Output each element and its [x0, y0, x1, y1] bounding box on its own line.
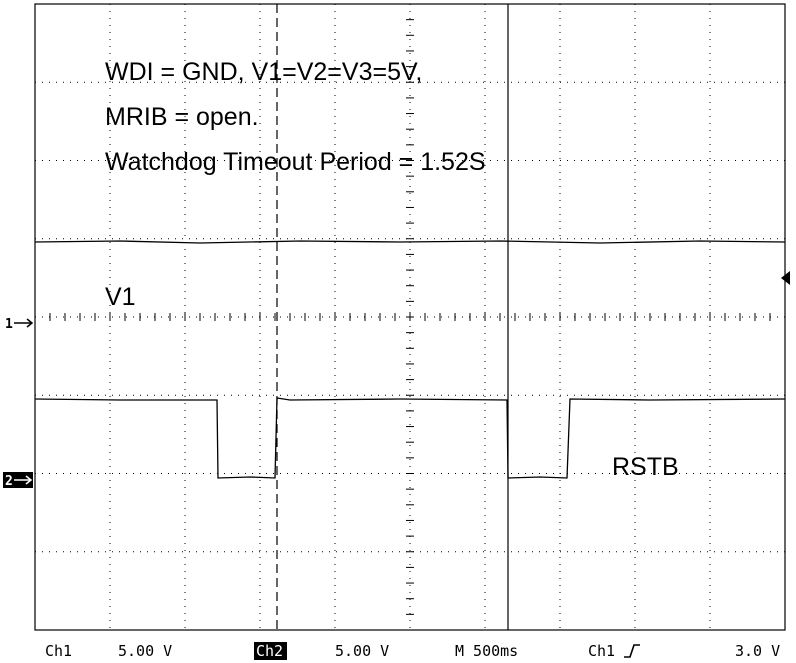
ch1-arrow	[14, 318, 34, 328]
trigger-slope-icon	[624, 644, 640, 658]
annotation-line: WDI = GND, V1=V2=V3=5V,	[105, 58, 422, 86]
rstb-trace	[34, 397, 786, 479]
trace-label: RSTB	[612, 453, 679, 481]
status-ch2-bg	[254, 642, 287, 660]
status-ch2: Ch2	[256, 642, 283, 660]
status-timebase: M 500ms	[455, 642, 518, 660]
v1-trace	[34, 240, 786, 244]
graticule	[34, 3, 786, 631]
status-trigger-source: Ch1	[588, 642, 615, 660]
status-ch1-scale: 5.00 V	[118, 642, 172, 660]
trace-label: V1	[105, 283, 136, 311]
ch1-marker: 1	[5, 317, 13, 332]
trigger-level-arrow	[781, 271, 790, 285]
annotation-line: Watchdog Timeout Period = 1.52S	[105, 148, 486, 176]
graticule-border	[34, 3, 786, 631]
status-trigger-level: 3.0 V	[735, 642, 780, 660]
ch2-arrow	[14, 475, 33, 485]
status-ch2-scale: 5.00 V	[335, 642, 389, 660]
ch2-marker: 2	[5, 474, 13, 489]
annotation-line: MRIB = open.	[105, 103, 259, 131]
status-ch1: Ch1	[45, 642, 72, 660]
